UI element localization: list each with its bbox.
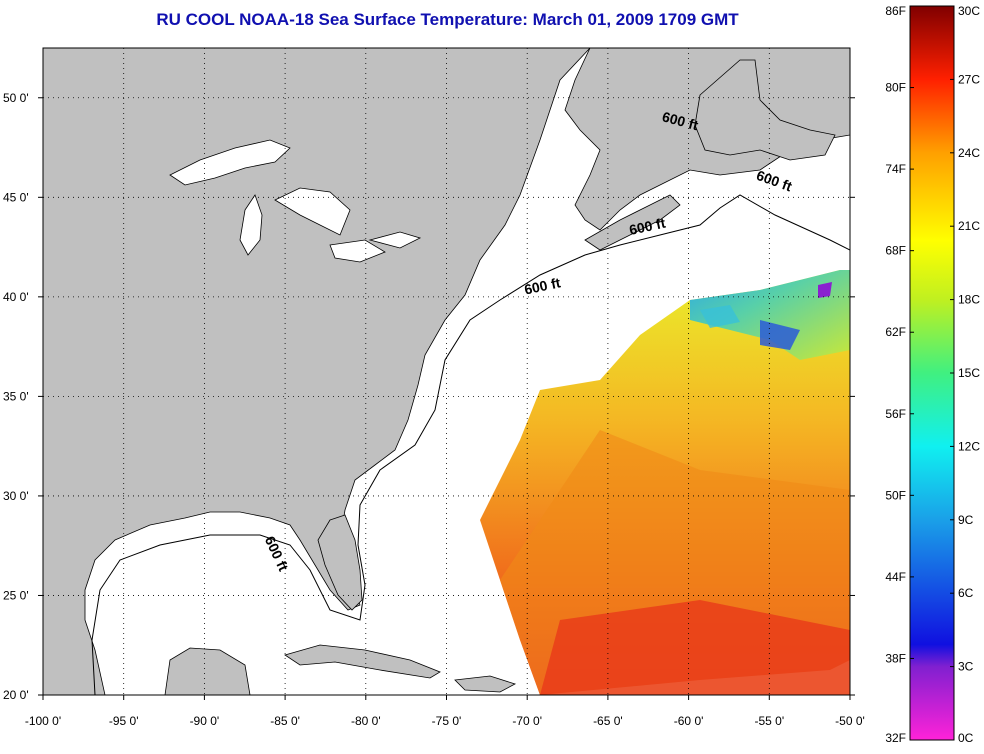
celsius-tick-label: 0C — [958, 731, 974, 745]
fahrenheit-tick-label: 38F — [885, 651, 906, 665]
fahrenheit-tick-label: 86F — [885, 4, 906, 18]
celsius-tick-label: 27C — [958, 72, 980, 86]
fahrenheit-tick-label: 62F — [885, 325, 906, 339]
isobath-label: 600 ft — [523, 274, 562, 297]
fahrenheit-tick-label: 80F — [885, 81, 906, 95]
celsius-tick-label: 21C — [958, 219, 980, 233]
lat-tick-label: 45 0' — [3, 190, 29, 204]
celsius-tick-label: 6C — [958, 586, 974, 600]
fahrenheit-tick-label: 68F — [885, 244, 906, 258]
lon-tick-label: -85 0' — [270, 714, 300, 728]
fahrenheit-tick-label: 32F — [885, 731, 906, 745]
longitude-axis: -100 0' -95 0' -90 0' -85 0' -80 0' -75 0' -70… — [25, 695, 865, 728]
isobath-label: 600 ft — [628, 215, 667, 238]
fahrenheit-tick-label: 74F — [885, 162, 906, 176]
lon-tick-label: -60 0' — [674, 714, 704, 728]
celsius-tick-label: 24C — [958, 146, 980, 160]
lon-tick-label: -65 0' — [593, 714, 623, 728]
lon-tick-label: -50 0' — [835, 714, 865, 728]
celsius-tick-label: 15C — [958, 366, 980, 380]
lat-tick-label: 40 0' — [3, 290, 29, 304]
lon-tick-label: -90 0' — [190, 714, 220, 728]
colorbar-scale — [909, 5, 955, 741]
fahrenheit-tick-label: 56F — [885, 407, 906, 421]
lon-tick-label: -80 0' — [351, 714, 381, 728]
lon-tick-label: -75 0' — [432, 714, 462, 728]
lon-tick-label: -55 0' — [754, 714, 784, 728]
great-lakes — [169, 139, 422, 263]
lat-tick-label: 35 0' — [3, 389, 29, 403]
celsius-tick-label: 30C — [958, 4, 980, 18]
celsius-tick-label: 18C — [958, 293, 980, 307]
lat-tick-label: 20 0' — [3, 688, 29, 702]
isobath-600ft — [91, 194, 850, 695]
lon-tick-label: -100 0' — [25, 714, 61, 728]
lat-tick-label: 50 0' — [3, 91, 29, 105]
fahrenheit-tick-label: 44F — [885, 570, 906, 584]
latitude-axis: 20 0' 25 0' 30 0' 35 0' 40 0' 45 0' 50 0' — [3, 91, 855, 702]
lat-tick-label: 30 0' — [3, 489, 29, 503]
land — [43, 48, 850, 695]
map-title: RU COOL NOAA-18 Sea Surface Temperature:… — [156, 10, 739, 29]
celsius-tick-label: 9C — [958, 513, 974, 527]
celsius-tick-label: 12C — [958, 439, 980, 453]
lon-tick-label: -70 0' — [512, 714, 542, 728]
lon-tick-label: -95 0' — [109, 714, 139, 728]
celsius-tick-label: 3C — [958, 660, 974, 674]
lat-tick-label: 25 0' — [3, 588, 29, 602]
fahrenheit-tick-label: 50F — [885, 488, 906, 502]
sst-swath — [480, 270, 850, 695]
